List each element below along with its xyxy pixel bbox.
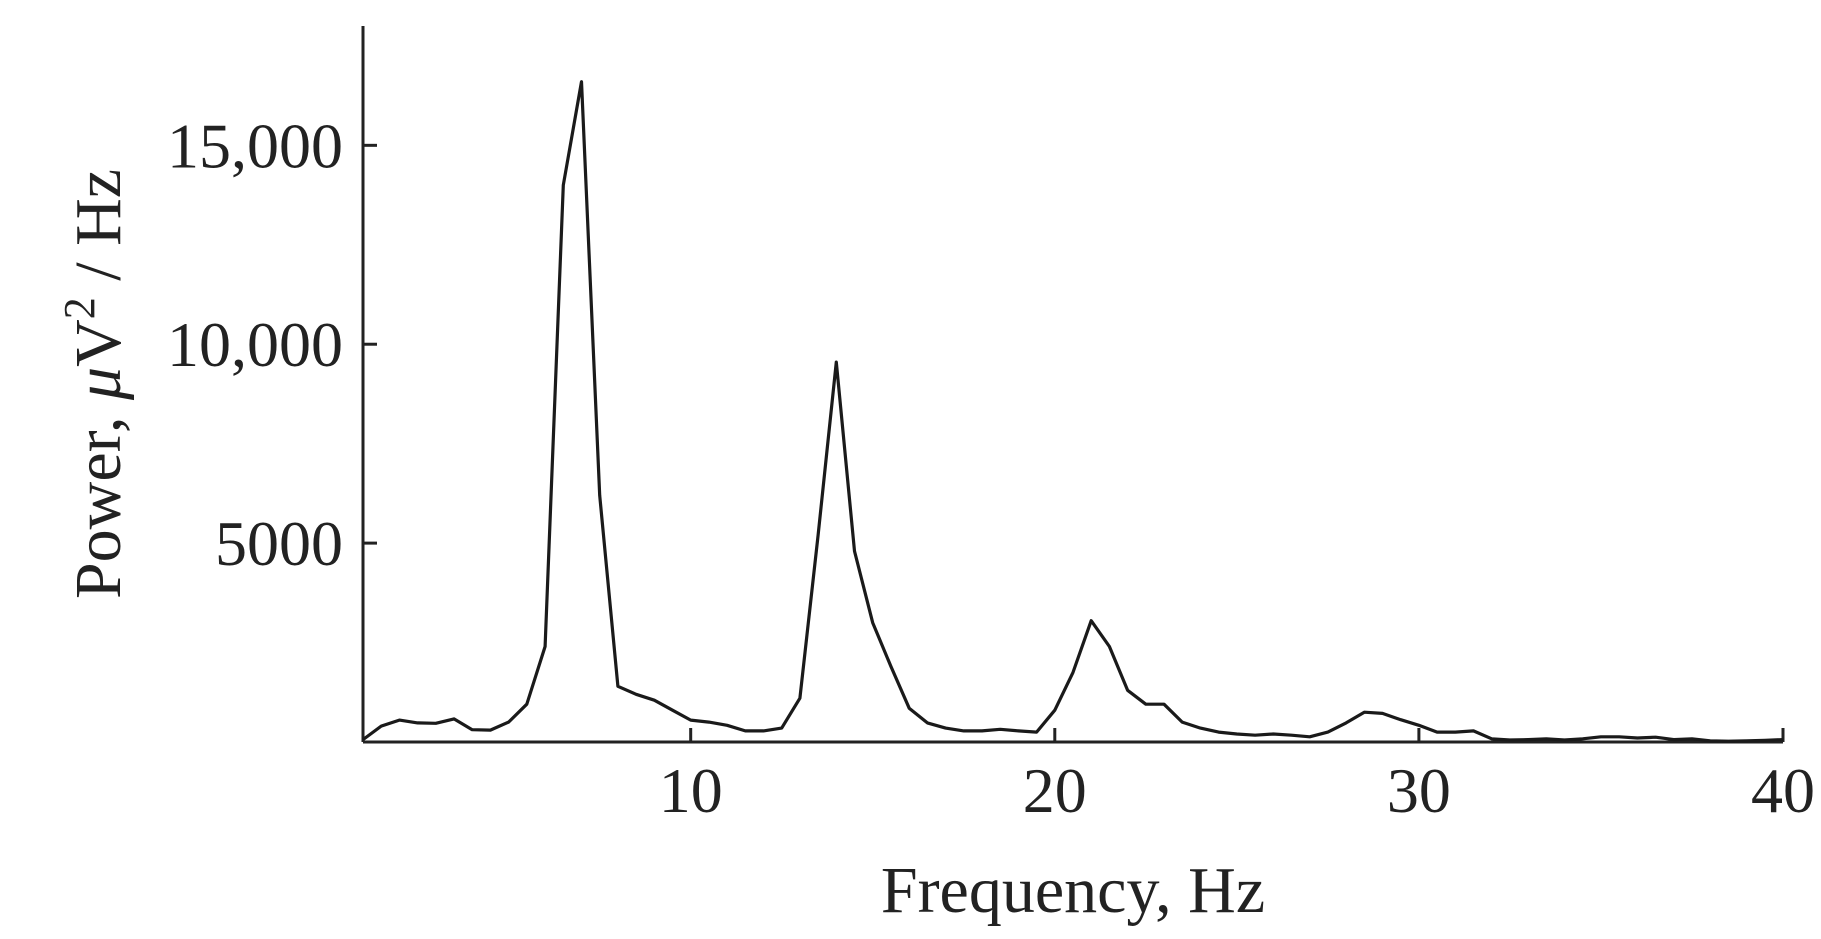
x-tick-label: 30 [1387,755,1451,826]
x-ticks: 10 20 30 40 [659,728,1815,826]
x-axis-label: Frequency, Hz [881,854,1265,927]
y-axis-label: Power, μV2 / Hz [55,169,135,599]
y-axis-label-prefix: Power, [62,400,135,599]
x-tick-label: 10 [659,755,723,826]
y-tick-label: 5000 [215,508,343,579]
series-line [362,80,1784,743]
y-axis-label-unit: V [62,319,135,367]
y-axis-label-sup: 2 [55,297,104,319]
y-tick-label: 15,000 [167,110,343,181]
y-axis-label-mu: μ [62,367,135,401]
x-tick-label: 40 [1751,755,1815,826]
y-axis-label-suffix: / Hz [62,169,135,297]
axes [361,26,1783,744]
x-tick-label: 20 [1023,755,1087,826]
y-ticks: 5000 10,000 15,000 [167,110,377,579]
y-tick-label: 10,000 [167,309,343,380]
